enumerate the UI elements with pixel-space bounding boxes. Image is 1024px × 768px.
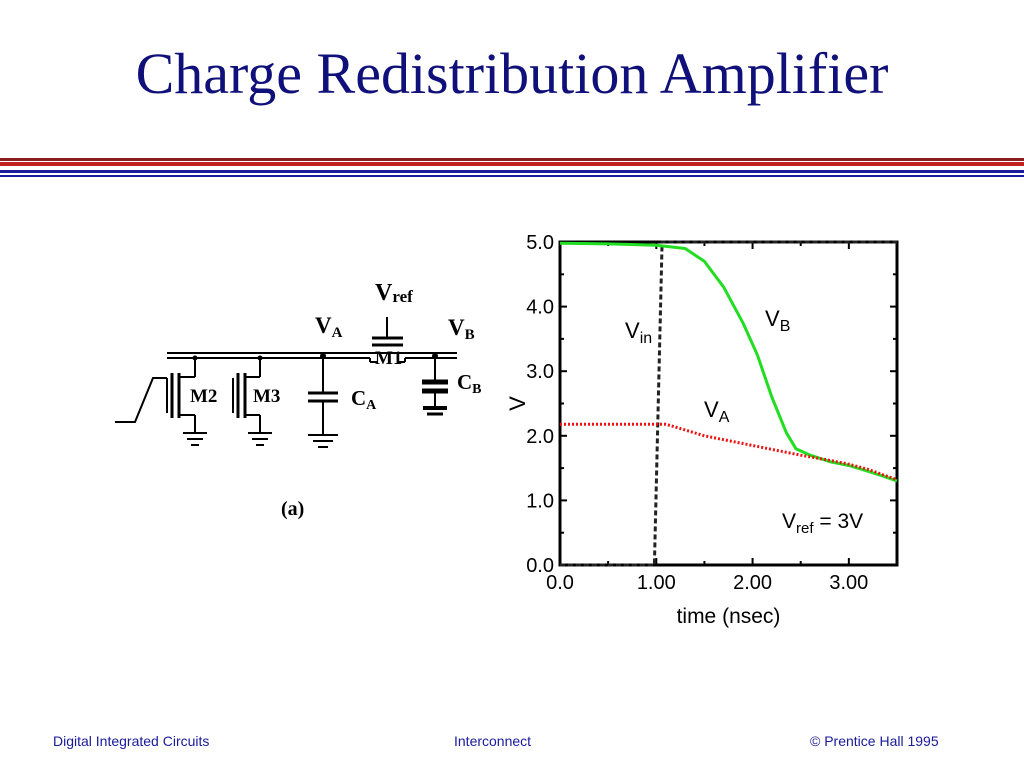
circuit-caption: (a): [281, 498, 304, 520]
chart-series-group: [559, 240, 898, 567]
m1-label: M1: [375, 348, 402, 369]
chart-ticks: 0.0 1.0 2.0 3.0 4.0 5.0 0.0 1.00 2.00 3.00: [526, 232, 898, 594]
vref-label: Vref: [375, 280, 413, 306]
series-label-v-in: Vin: [625, 318, 652, 347]
m2-label: M2: [190, 386, 217, 407]
title-divider-red: [0, 162, 1024, 166]
footer-copyright: © Prentice Hall 1995: [810, 733, 939, 749]
x-axis-title: time (nsec): [677, 605, 781, 628]
y-tick-label: 5.0: [526, 232, 554, 254]
chart-labels: Vin VB VA Vref = 3V time (nsec) V: [505, 306, 863, 628]
vb-node-label: VB: [448, 315, 475, 343]
y-tick-label: 1.0: [526, 490, 554, 512]
circuit-schematic: Vref VA VB M1 M2 M3 CA CB (a): [115, 280, 482, 520]
series-line-v-b: [559, 241, 898, 483]
title-divider-blue-thin: [0, 175, 1024, 177]
slide-title: Charge Redistribution Amplifier: [135, 41, 889, 106]
y-tick-label: 2.0: [526, 426, 554, 448]
y-tick-label: 3.0: [526, 361, 554, 383]
waveform-chart: 0.01.02.03.04.05.00.0 1.00 2.00 3.00 VinVBV…: [505, 232, 899, 628]
series-label-v-b: VB: [765, 306, 790, 335]
x-tick-label: 2.00: [733, 572, 772, 594]
m3-label: M3: [253, 386, 280, 407]
title-divider-dark-red: [0, 158, 1024, 161]
vref-annotation: Vref = 3V: [782, 510, 863, 537]
series-label-v-a: VA: [704, 397, 730, 426]
x-tick-label: 0.0: [546, 572, 574, 594]
cb-label: CB: [457, 370, 482, 397]
va-node-label: VA: [315, 313, 343, 341]
y-tick-label: 0.0: [526, 555, 554, 577]
footer-course-title: Digital Integrated Circuits: [53, 733, 210, 749]
x-tick-label: 1.00: [637, 572, 676, 594]
footer-chapter: Interconnect: [454, 733, 532, 749]
series-line-v-a: [560, 422, 898, 482]
x-tick-label: 3.00: [829, 572, 868, 594]
y-tick-label: 4.0: [526, 297, 554, 319]
title-divider-blue: [0, 170, 1024, 173]
y-axis-title: V: [505, 396, 530, 411]
ca-label: CA: [351, 386, 377, 413]
